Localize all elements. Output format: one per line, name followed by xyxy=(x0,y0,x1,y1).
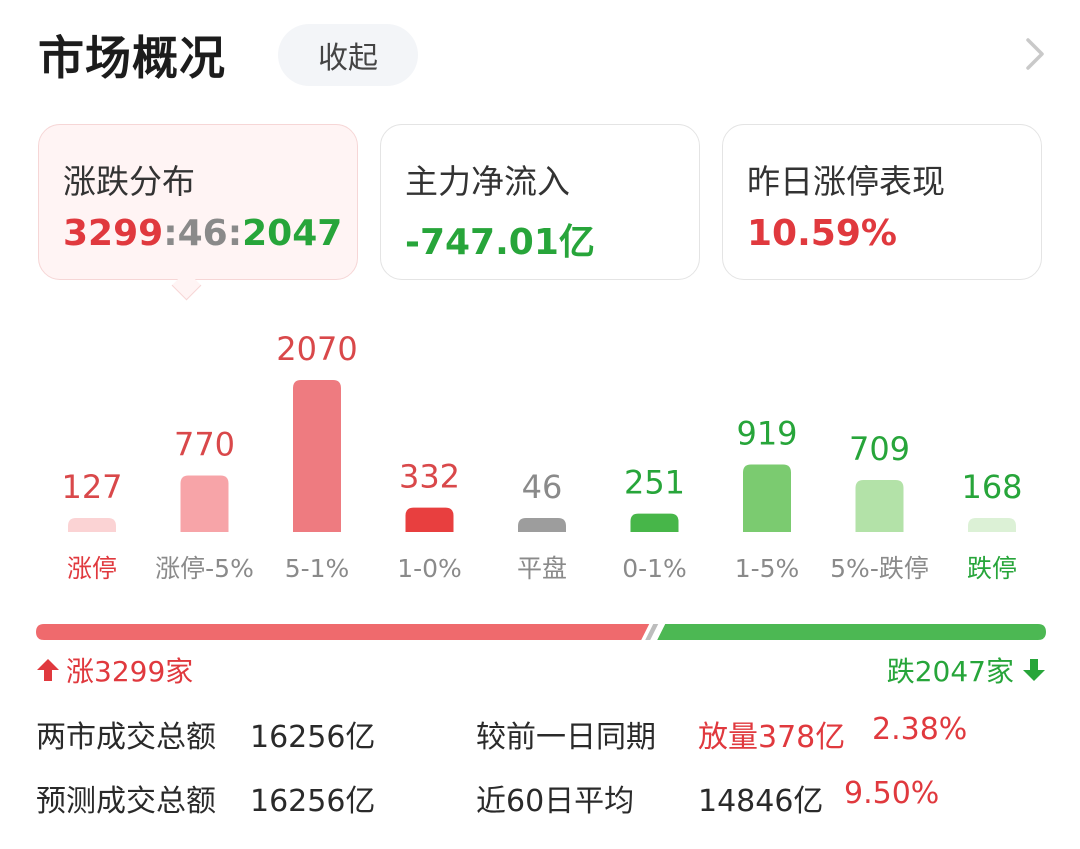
forecast-row: 预测成交总额 16256亿 近60日平均 14846亿 9.50% xyxy=(36,776,1046,820)
arrow-up-icon xyxy=(37,659,59,681)
bar-4 xyxy=(518,518,566,532)
stat-label: 近60日平均 xyxy=(476,784,635,819)
category-label: 涨停 xyxy=(67,554,117,583)
category-label: 0-1% xyxy=(622,554,687,583)
up-segment xyxy=(36,624,650,640)
turnover-row: 两市成交总额 16256亿 较前一日同期 放量378亿 2.38% xyxy=(36,712,1046,756)
up-count: 3299 xyxy=(63,213,164,254)
rise-fall-ratio-bar xyxy=(36,624,1046,640)
collapse-button[interactable]: 收起 xyxy=(278,24,418,86)
up-summary-label: 涨3299家 xyxy=(66,655,194,688)
card-label: 昨日涨停表现 xyxy=(747,162,945,201)
down-summary-label: 跌2047家 xyxy=(886,655,1014,688)
bar-value-label: 46 xyxy=(522,468,563,506)
bar-value-label: 919 xyxy=(736,415,797,453)
bar-1 xyxy=(180,475,229,532)
category-label: 5-1% xyxy=(285,554,350,583)
stat-value: 16256亿 xyxy=(250,784,376,819)
category-label: 1-0% xyxy=(397,554,462,583)
rise-fall-ratio: 3299:46:2047 xyxy=(63,213,342,254)
flat-count: 46 xyxy=(177,213,228,254)
stat-label: 两市成交总额 xyxy=(36,720,216,755)
volume-change-pct: 2.38% xyxy=(872,712,968,747)
bar-value-label: 2070 xyxy=(276,330,357,368)
down-count: 2047 xyxy=(242,213,343,254)
stat-label: 预测成交总额 xyxy=(36,784,216,819)
stat-value: 16256亿 xyxy=(250,720,376,755)
card-label: 主力净流入 xyxy=(405,162,570,201)
distribution-chart: 127 涨停 770 涨停-5% 2070 5-1% 332 1-0% 46 平盘 251 0-1% 9… xyxy=(0,300,1080,600)
avg-value: 14846亿 xyxy=(698,784,824,819)
bar-2 xyxy=(293,380,341,532)
stat-label: 较前一日同期 xyxy=(476,720,656,755)
bar-value-label: 168 xyxy=(961,468,1022,506)
down-summary: 跌2047家 xyxy=(887,650,1046,690)
page-title: 市场概况 xyxy=(38,31,226,85)
category-label: 跌停 xyxy=(967,554,1017,583)
bar-value-label: 127 xyxy=(61,468,122,506)
bar-5 xyxy=(630,513,679,532)
bar-3 xyxy=(405,507,454,532)
ratio-separator: : xyxy=(163,213,178,254)
bar-value-label: 709 xyxy=(849,430,910,468)
net-inflow-value: -747.01亿 xyxy=(405,222,595,263)
category-label: 涨停-5% xyxy=(155,554,254,583)
card-yesterday-limit-up[interactable]: 昨日涨停表现 10.59% xyxy=(722,124,1042,280)
arrow-down-icon xyxy=(1023,659,1045,681)
ratio-legend: 涨3299家 跌2047家 xyxy=(36,648,1046,688)
card-main-net-inflow[interactable]: 主力净流入 -747.01亿 xyxy=(380,124,700,280)
up-summary: 涨3299家 xyxy=(36,650,193,690)
header: 市场概况 收起 xyxy=(0,0,1080,110)
avg-pct: 9.50% xyxy=(844,776,940,811)
chevron-right-icon[interactable] xyxy=(1022,36,1048,72)
category-label: 平盘 xyxy=(517,554,567,583)
category-label: 1-5% xyxy=(735,554,800,583)
distribution-chart-svg: 127 涨停 770 涨停-5% 2070 5-1% 332 1-0% 46 平盘 251 0-1% 9… xyxy=(61,330,1022,583)
down-segment xyxy=(657,624,1046,640)
bar-8 xyxy=(968,518,1016,532)
card-label: 涨跌分布 xyxy=(63,162,195,201)
bar-6 xyxy=(743,464,791,532)
bar-0 xyxy=(68,518,116,532)
limit-up-performance-value: 10.59% xyxy=(747,213,897,254)
category-label: 5%-跌停 xyxy=(830,554,929,583)
bar-value-label: 332 xyxy=(399,458,460,496)
bar-7 xyxy=(855,479,904,532)
flat-segment xyxy=(645,624,659,640)
bar-value-label: 770 xyxy=(174,425,235,463)
volume-change: 放量378亿 xyxy=(698,720,846,755)
ratio-separator: : xyxy=(227,213,243,254)
bar-value-label: 251 xyxy=(624,464,685,502)
card-rise-fall-distribution[interactable]: 涨跌分布 3299:46:2047 xyxy=(38,124,358,280)
